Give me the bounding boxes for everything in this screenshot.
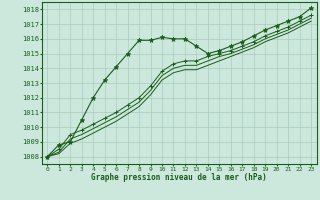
X-axis label: Graphe pression niveau de la mer (hPa): Graphe pression niveau de la mer (hPa) — [91, 173, 267, 182]
